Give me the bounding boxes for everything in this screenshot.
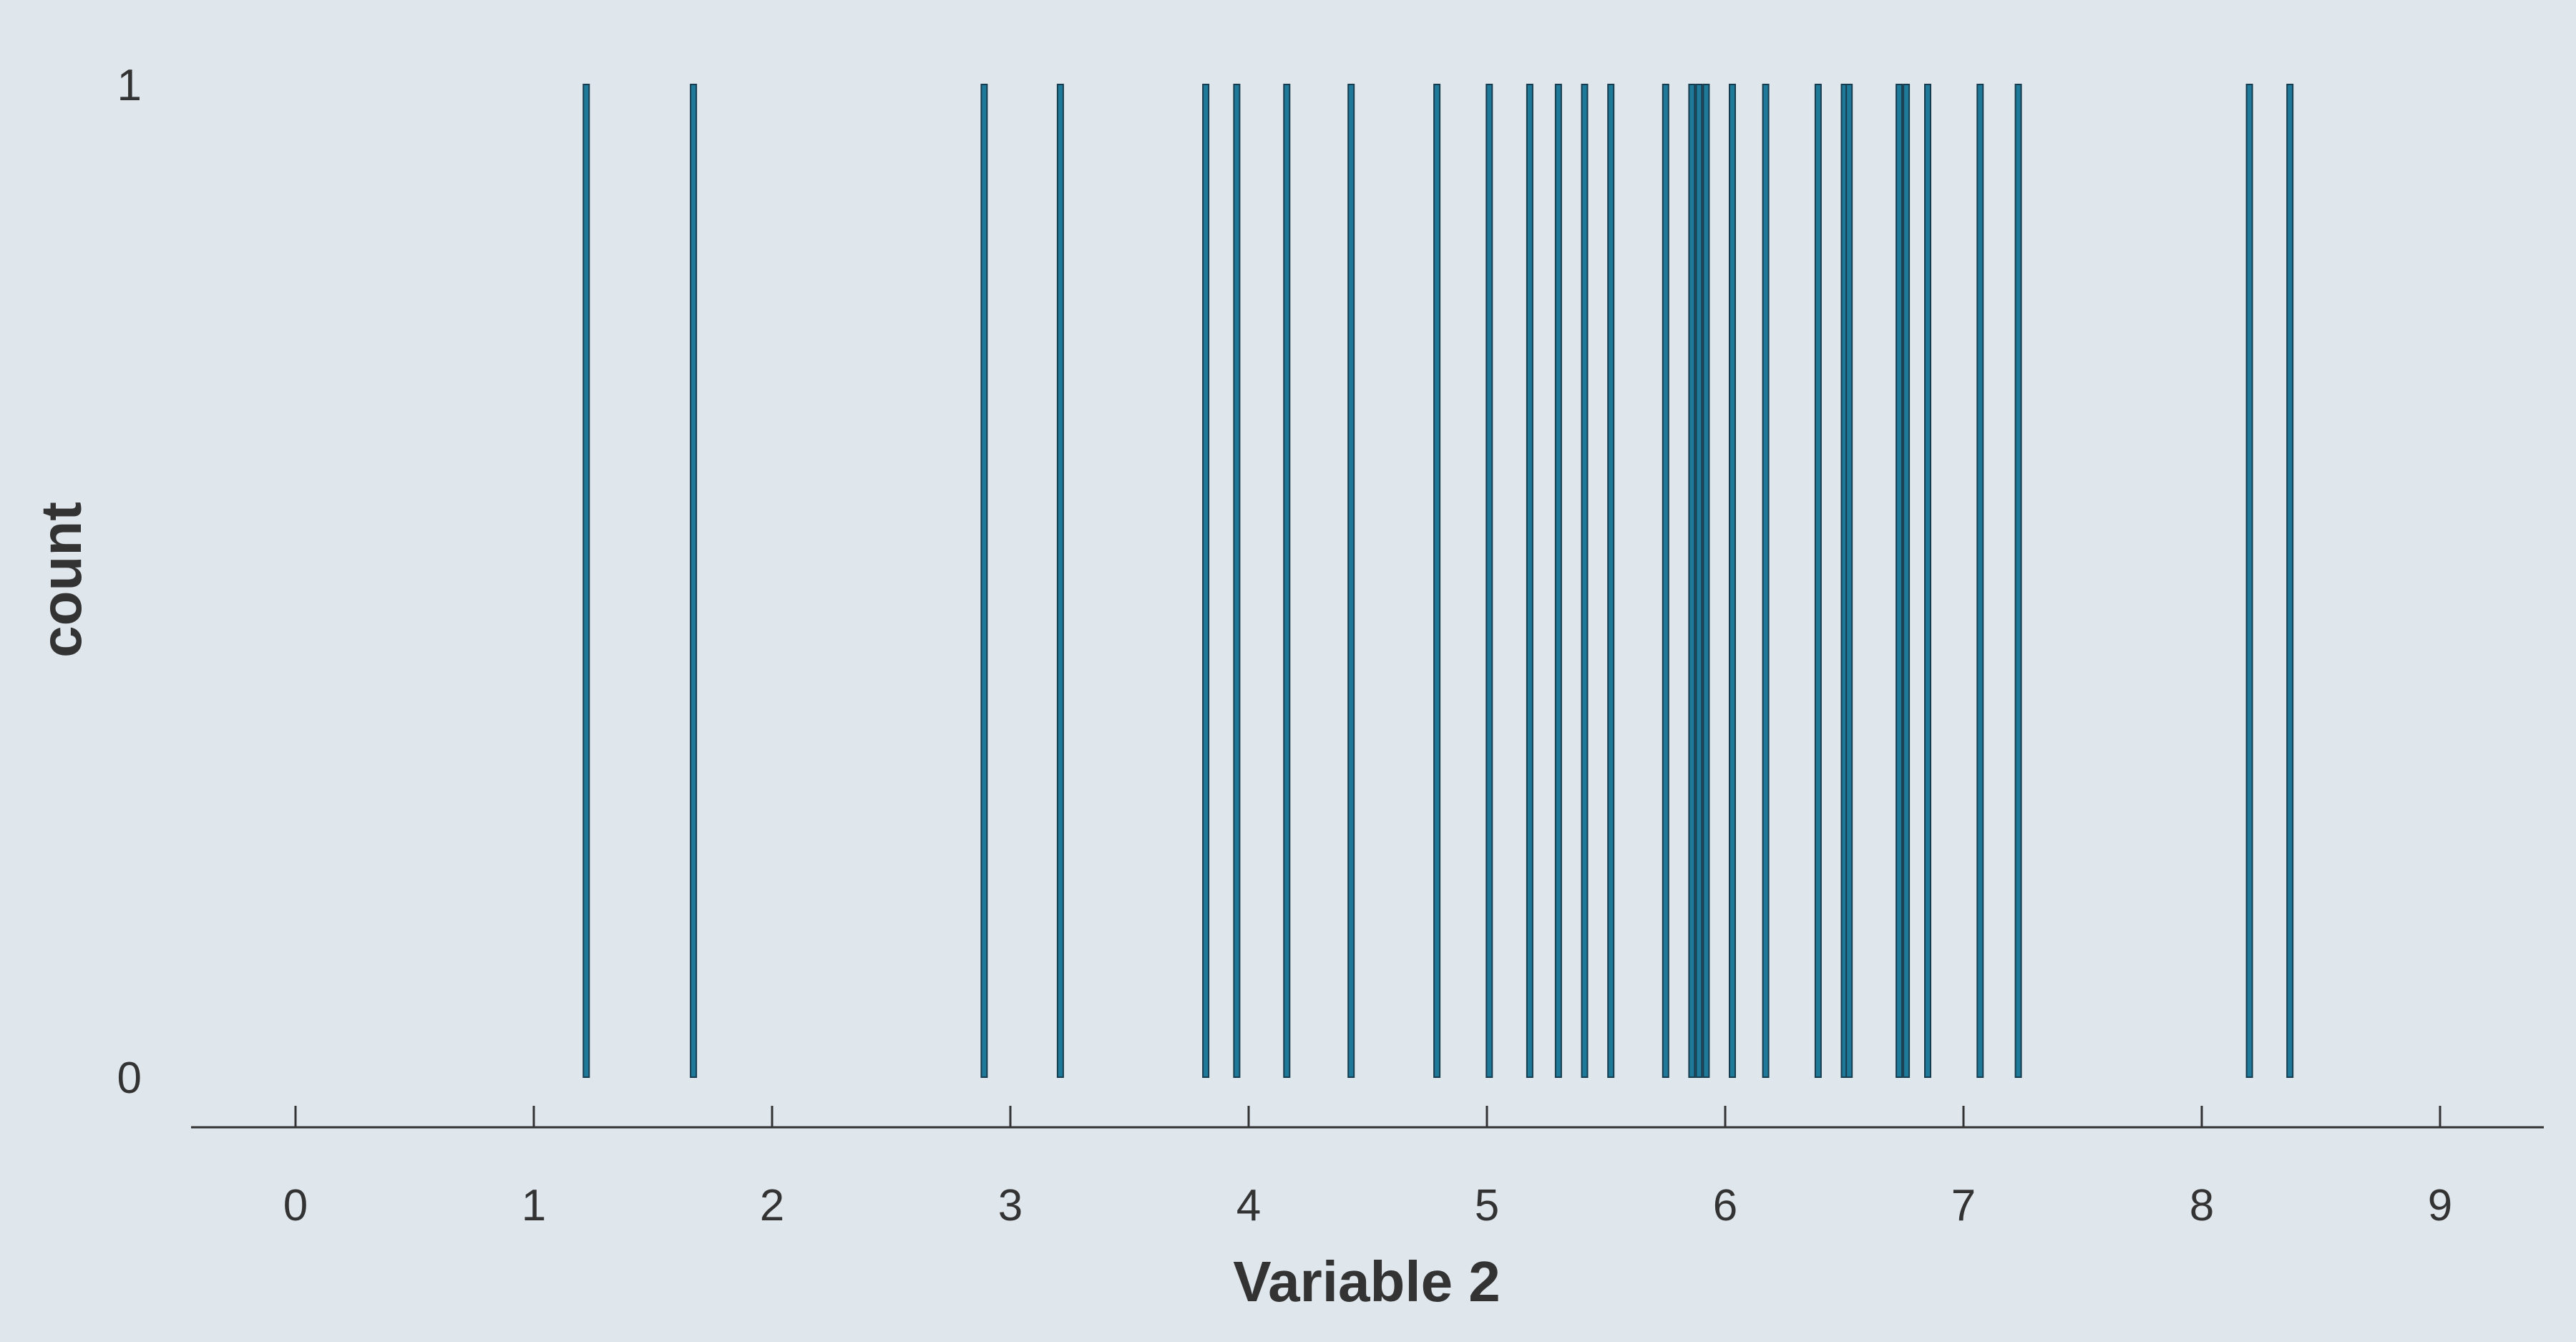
histogram-bar-2 [980,84,988,1078]
histogram-bar-0 [582,84,590,1078]
y-tick-label-0: 0 [117,1054,142,1103]
x-tick-label-5: 5 [1475,1181,1499,1230]
histogram-bar-19 [1762,84,1770,1078]
x-tick-label-3: 3 [998,1181,1023,1230]
x-tick-label-4: 4 [1236,1181,1261,1230]
histogram-bar-26 [1976,84,1984,1078]
histogram-bar-22 [1845,84,1853,1078]
histogram-bar-20 [1814,84,1822,1078]
x-tick-label-1: 1 [522,1181,546,1230]
histogram-bar-29 [2286,84,2294,1078]
bars-layer [582,84,2294,1078]
histogram-bar-12 [1581,84,1589,1078]
histogram-bar-24 [1903,84,1911,1078]
histogram-bar-25 [1924,84,1931,1078]
x-axis-title: Variable 2 [1233,1250,1501,1313]
x-tick-label-7: 7 [1951,1181,1976,1230]
x-tick-label-9: 9 [2428,1181,2452,1230]
histogram-bar-15 [1688,84,1696,1078]
histogram-bar-6 [1283,84,1291,1078]
histogram-bar-5 [1233,84,1241,1078]
histogram-bar-8 [1433,84,1441,1078]
histogram-bar-3 [1056,84,1064,1078]
x-ticks-layer: 0 1 2 3 4 5 6 7 8 9 [283,1106,2452,1230]
y-tick-label-1: 1 [117,61,142,110]
y-ticks-layer: 01 [117,61,142,1103]
histogram-bar-11 [1554,84,1562,1078]
x-tick-label-2: 2 [760,1181,784,1230]
x-tick-label-0: 0 [283,1181,308,1230]
histogram-bar-14 [1662,84,1669,1078]
x-tick-label-6: 6 [1713,1181,1737,1230]
histogram-bar-4 [1202,84,1210,1078]
histogram-bar-1 [690,84,698,1078]
histogram-bar-23 [1896,84,1903,1078]
histogram-bar-7 [1347,84,1355,1078]
histogram-bar-17 [1702,84,1710,1078]
histogram-bar-9 [1485,84,1493,1078]
histogram-bar-28 [2245,84,2253,1078]
histogram-bar-10 [1526,84,1533,1078]
histogram-bar-18 [1729,84,1736,1078]
histogram-bar-27 [2014,84,2022,1078]
histogram-bar-16 [1695,84,1703,1078]
x-tick-label-8: 8 [2190,1181,2214,1230]
histogram-bar-13 [1607,84,1615,1078]
y-axis-title: count [29,502,93,658]
